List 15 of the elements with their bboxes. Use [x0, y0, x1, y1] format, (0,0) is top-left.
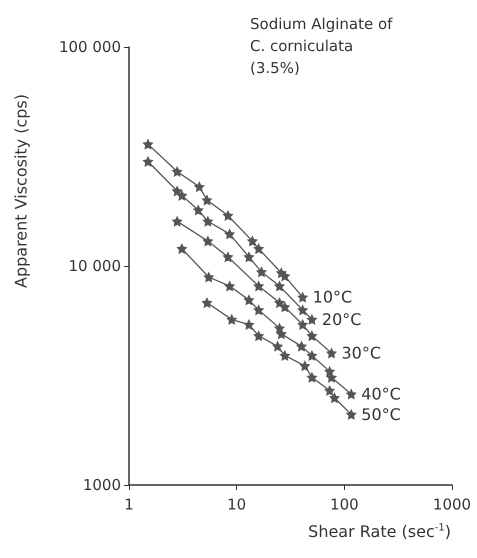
series-label: 50°C [361, 404, 401, 424]
x-tick-label: 100 [330, 496, 359, 514]
series-label: 30°C [342, 344, 382, 363]
x-tick-label: 1 [124, 496, 134, 514]
y-tick-label: 1000 [82, 476, 121, 494]
x-tick-label: 10 [227, 496, 246, 514]
series-label: 10°C [312, 288, 352, 307]
series-label: 20°C [322, 310, 362, 329]
y-tick-label: 100 000 [58, 38, 121, 56]
x-tick-label: 1000 [432, 496, 472, 514]
series-label: 40°C [361, 384, 401, 404]
x-axis-title: Shear Rate (sec$^{-1}$) [308, 522, 451, 541]
y-axis-title: Apparent Viscosity (cps) [12, 94, 30, 288]
chart-title: Sodium Alginate of C. corniculata (3.5%) [250, 15, 398, 77]
y-tick-label: 10 000 [68, 257, 121, 275]
